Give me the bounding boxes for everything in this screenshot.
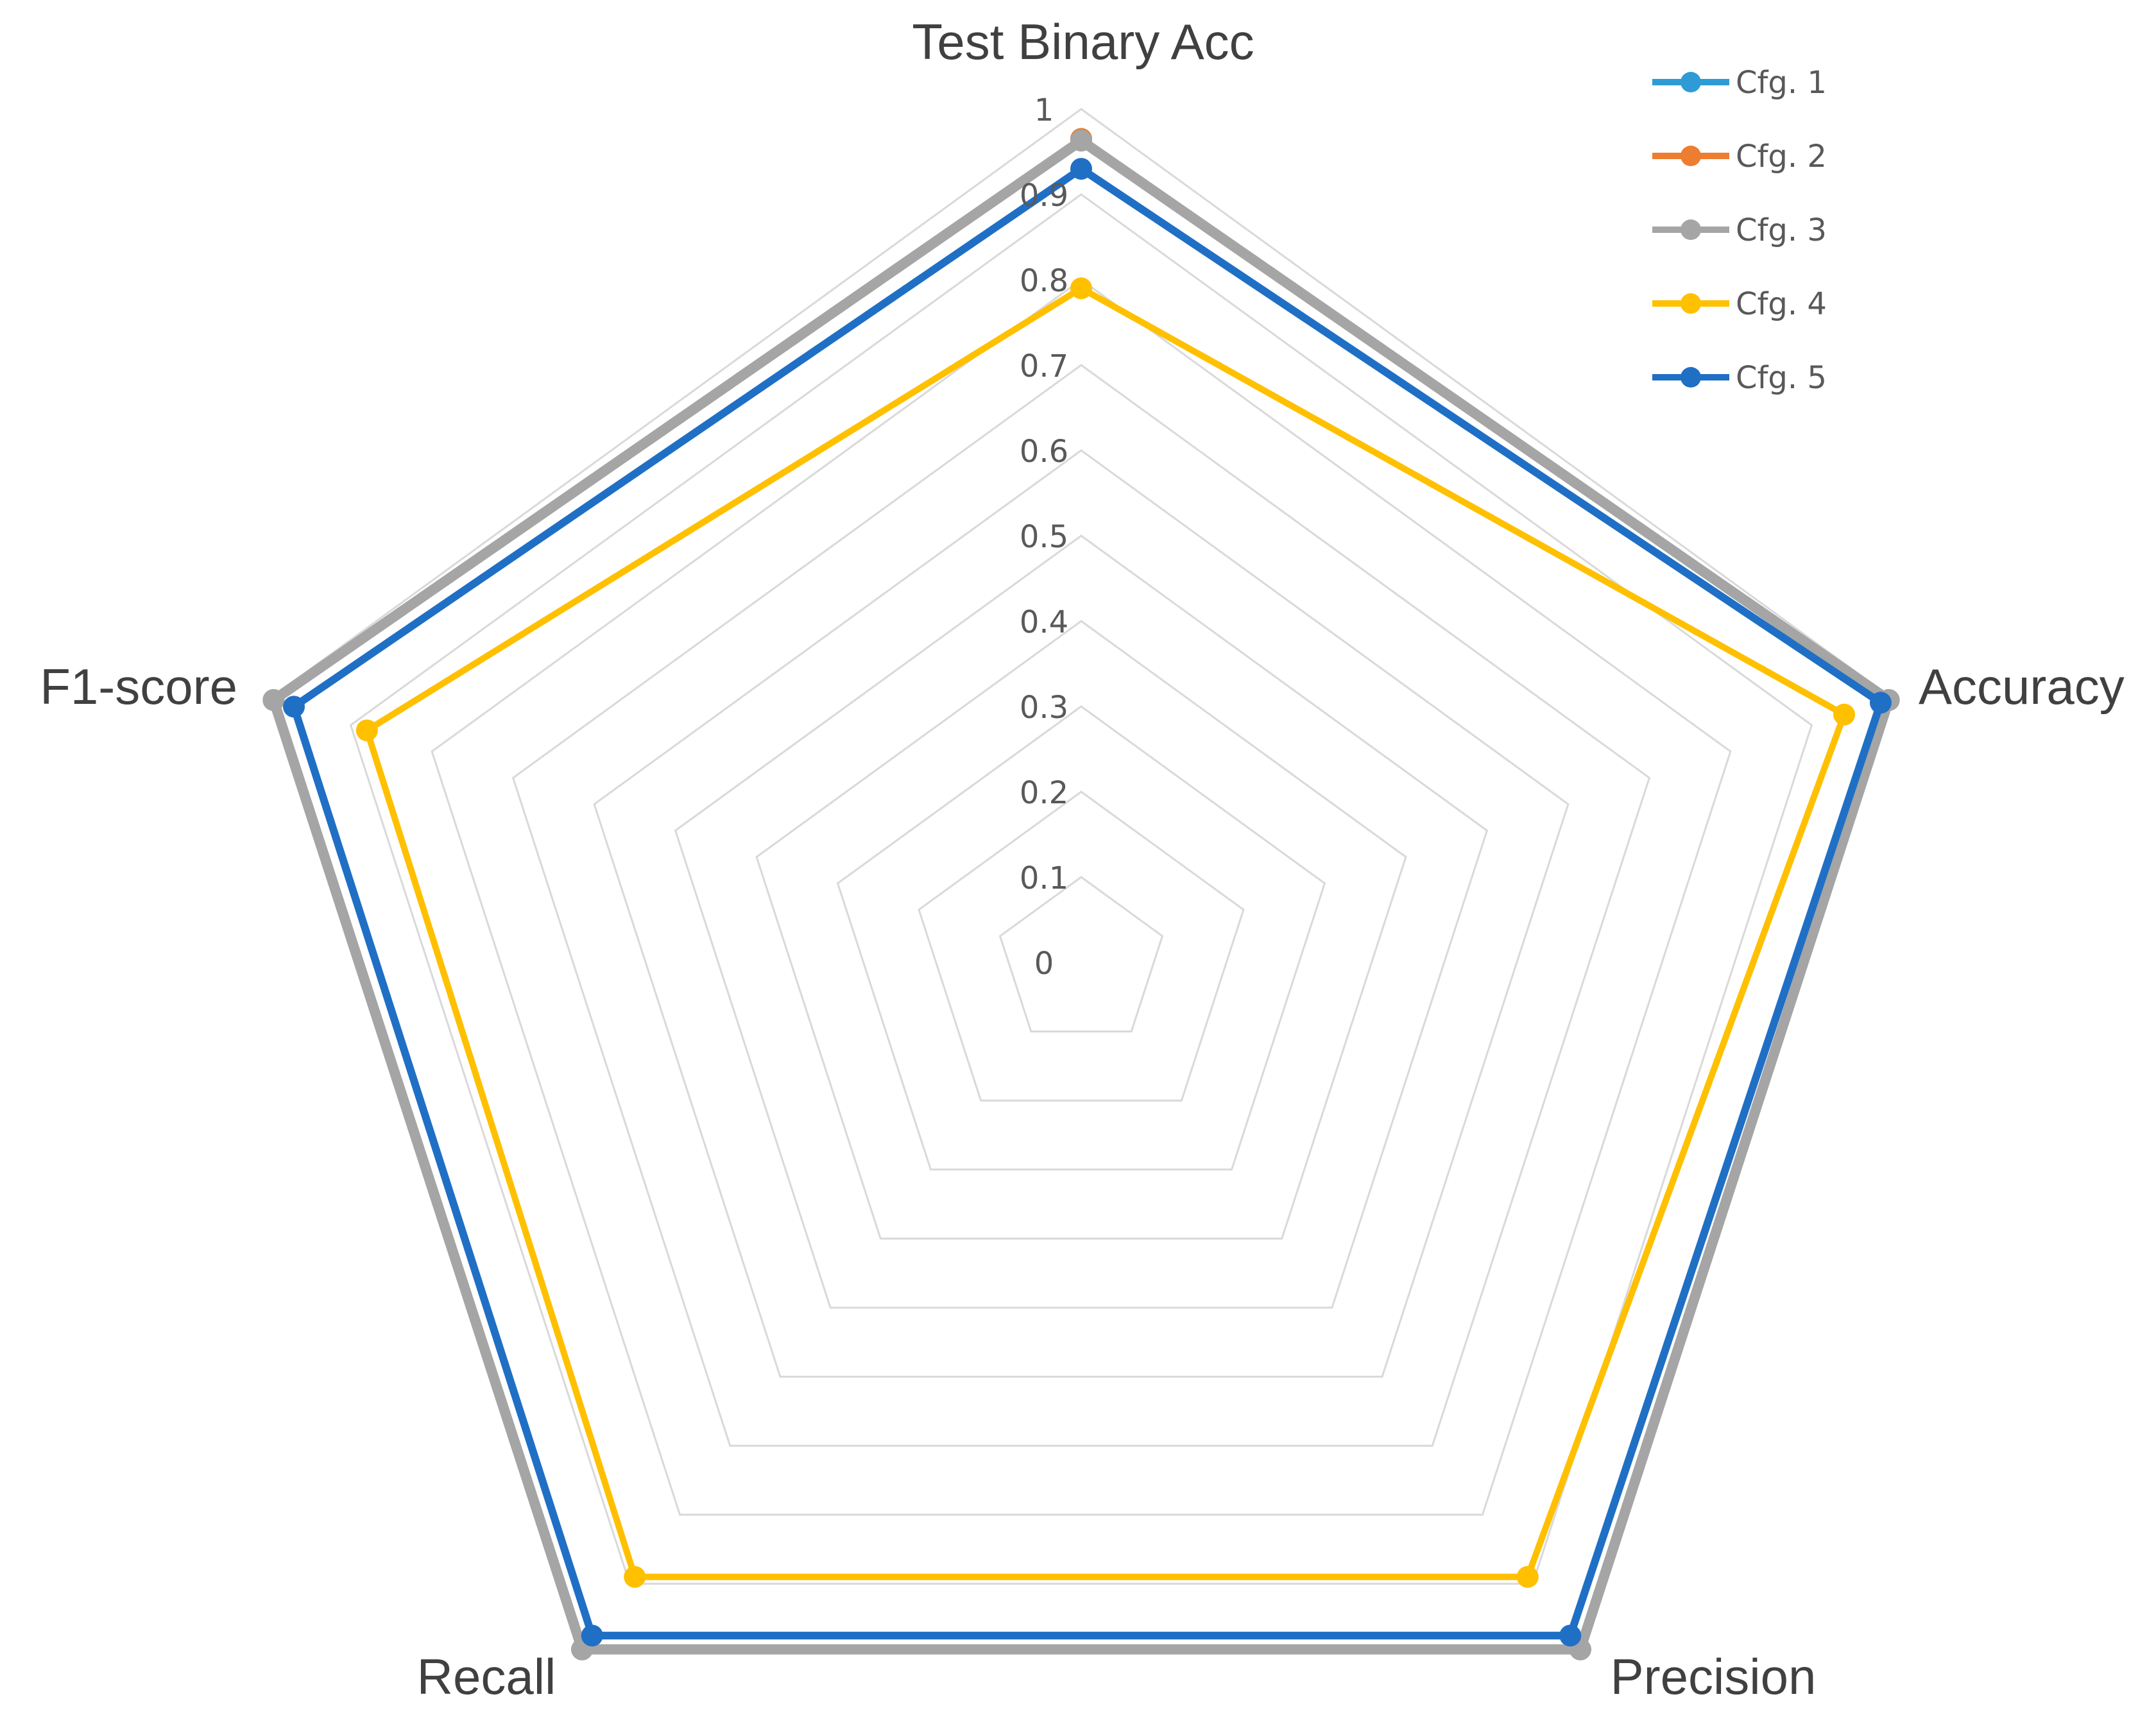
series-point [581,1625,603,1647]
legend-item: Cfg. 2 [1652,139,1827,175]
tick-label: 0.6 [1020,434,1068,470]
axis-label-precision: Precision [1611,1648,1817,1705]
tick-label: 0.2 [1020,775,1068,811]
grid-ring [349,193,1813,1585]
series-point [1516,1566,1539,1588]
axis-label-recall: Recall [417,1648,556,1705]
grid-ring [431,278,1732,1516]
legend-label: Cfg. 1 [1736,65,1827,101]
series-line [363,285,1848,1580]
grid-ring [755,620,1407,1240]
tick-label: 0.8 [1020,263,1068,299]
axis-label-accuracy: Accuracy [1919,658,2125,715]
axis-label-f1-score: F1-score [40,658,237,715]
tick-label: 0 [1034,946,1054,982]
legend-item: Cfg. 1 [1652,65,1827,101]
series-point [355,719,378,742]
series-point [1070,158,1092,180]
series-point [1070,277,1092,300]
legend-label: Cfg. 5 [1736,360,1827,396]
legend-item: Cfg. 4 [1652,286,1827,322]
grid-ring [836,705,1326,1171]
legend-swatch-marker [1681,293,1701,314]
radar-grid [268,108,1894,1654]
series-layer [262,128,1900,1661]
tick-label: 0.1 [1020,860,1068,896]
grid-ring [918,790,1245,1102]
legend: Cfg. 1 Cfg. 2 Cfg. 3 Cfg. 4 Cfg. 5 [1652,65,1827,396]
tick-label: 0.5 [1020,519,1068,555]
radial-tick-labels: 0 0.1 0.2 0.3 0.4 0.5 0.6 0.7 0.8 0.9 1 [1020,92,1068,982]
grid-ring [674,534,1489,1309]
series-point [1869,692,1892,714]
legend-item: Cfg. 5 [1652,360,1827,396]
series-5 [283,158,1892,1647]
series-point [1070,130,1092,152]
legend-label: Cfg. 4 [1736,286,1827,322]
tick-label: 0.9 [1020,178,1068,214]
series-line [268,135,1894,1655]
legend-swatch-marker [1681,72,1701,92]
axis-label-test-binary-acc: Test Binary Acc [912,13,1254,70]
tick-label: 0.7 [1020,348,1068,384]
grid-ring [593,449,1570,1378]
series-point [283,696,305,718]
series-point [1559,1625,1582,1647]
series-4 [355,277,1856,1588]
legend-item: Cfg. 3 [1652,212,1827,248]
series-3 [262,130,1900,1661]
series-line [290,165,1885,1640]
tick-label: 1 [1034,92,1054,128]
series-point [262,689,285,712]
series-point [1833,703,1856,726]
tick-label: 0.4 [1020,604,1068,640]
grid-ring [511,364,1651,1447]
legend-swatch-marker [1681,367,1701,388]
legend-swatch-marker [1681,219,1701,240]
series-point [624,1566,646,1588]
legend-label: Cfg. 2 [1736,139,1827,175]
tick-label: 0.3 [1020,690,1068,726]
legend-swatch-marker [1681,146,1701,166]
grid-ring [998,876,1164,1033]
legend-label: Cfg. 3 [1736,212,1827,248]
